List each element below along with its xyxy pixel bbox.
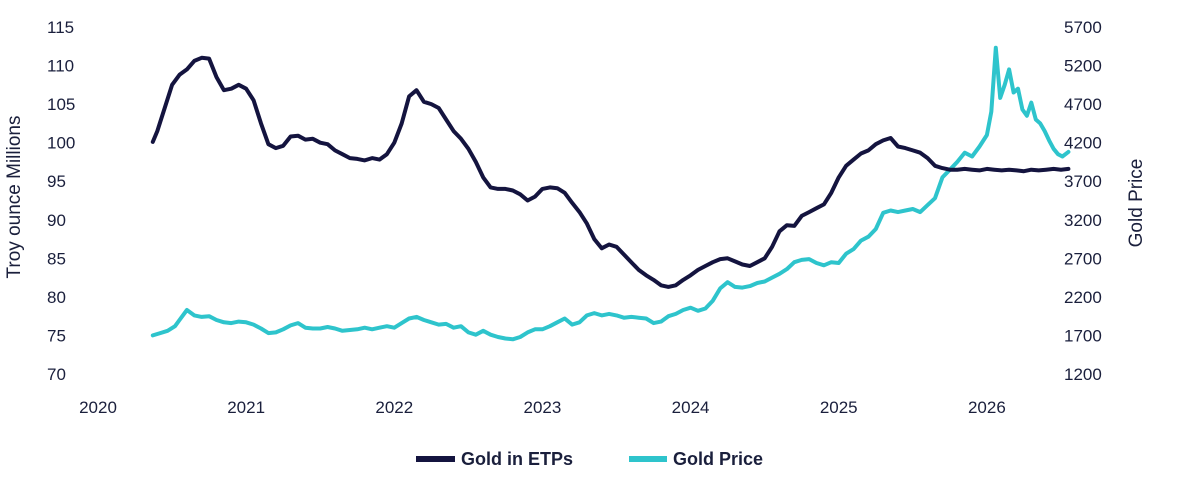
right-tick-label: 5200: [1064, 57, 1102, 76]
left-axis-title: Troy ounce Millions: [4, 116, 25, 279]
right-tick-label: 3700: [1064, 172, 1102, 191]
x-tick-label: 2025: [820, 398, 858, 417]
x-axis-ticks: 2020 2021 2022 2023 2024 2025 2026: [79, 398, 1006, 417]
legend-label-gold-price: Gold Price: [673, 449, 763, 469]
left-tick-label: 90: [47, 211, 66, 230]
right-tick-label: 1700: [1064, 326, 1102, 345]
x-tick-label: 2021: [227, 398, 265, 417]
plot-area: [150, 45, 1071, 342]
right-axis-title: Gold Price: [1126, 159, 1147, 248]
legend-label-gold-in-etps: Gold in ETPs: [461, 449, 573, 469]
left-tick-label: 85: [47, 249, 66, 268]
left-tick-label: 100: [47, 134, 75, 153]
right-tick-label: 2700: [1064, 249, 1102, 268]
right-axis-ticks: 1200 1700 2200 2700 3200 3700 4200 4700 5200 5700: [1064, 18, 1102, 384]
left-tick-label: 95: [47, 172, 66, 191]
right-tick-label: 4700: [1064, 95, 1102, 114]
left-tick-label: 110: [47, 57, 74, 76]
left-tick-label: 105: [47, 95, 75, 114]
right-tick-label: 3200: [1064, 211, 1102, 230]
right-tick-label: 4200: [1064, 134, 1102, 153]
x-tick-label: 2023: [524, 398, 562, 417]
right-tick-label: 1200: [1064, 365, 1102, 384]
left-tick-label: 70: [47, 365, 66, 384]
legend: Gold in ETPs Gold Price: [416, 449, 763, 469]
right-tick-label: 5700: [1064, 18, 1102, 37]
x-tick-label: 2026: [968, 398, 1006, 417]
left-tick-label: 75: [47, 326, 66, 345]
left-axis-ticks: 70 75 80 85 90 95 100 105 110 115: [47, 18, 75, 384]
left-tick-label: 115: [47, 18, 74, 37]
series-line-gold-in-etps: [150, 55, 1071, 289]
right-tick-label: 2200: [1064, 288, 1102, 307]
series-line-gold-price: [150, 45, 1071, 342]
x-tick-label: 2024: [672, 398, 710, 417]
left-tick-label: 80: [47, 288, 66, 307]
x-tick-label: 2020: [79, 398, 117, 417]
x-tick-label: 2022: [375, 398, 413, 417]
